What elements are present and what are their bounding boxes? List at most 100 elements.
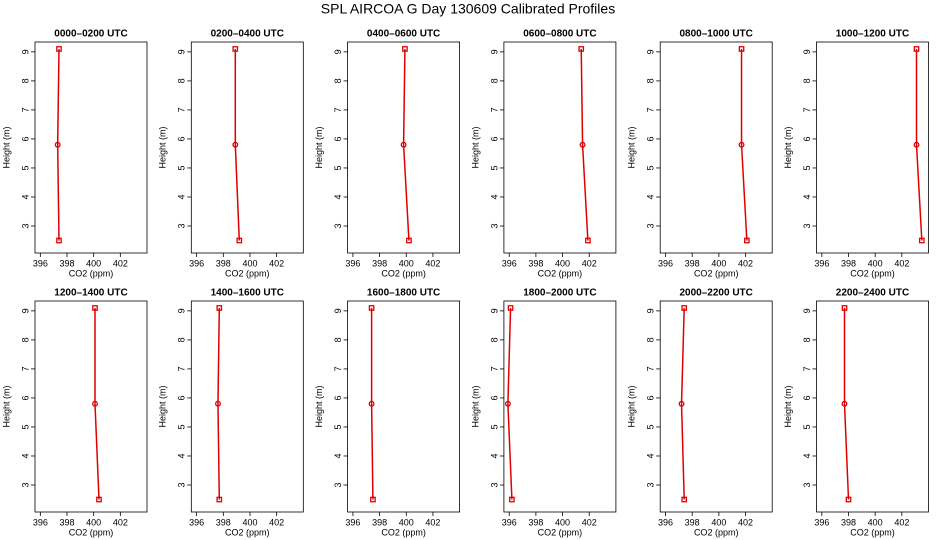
x-tick-label: 400 [868,258,883,268]
y-tick-label: 7 [646,366,656,371]
x-tick-label: 402 [738,517,753,527]
y-tick-label: 9 [646,49,656,54]
y-tick-label: 5 [20,424,30,429]
y-tick-label: 5 [489,424,499,429]
x-tick-label: 400 [868,517,883,527]
point-marker [913,46,920,52]
y-tick-label: 4 [177,194,187,199]
profile-line [507,307,513,500]
x-axis-label: CO2 (ppm) [381,268,426,278]
point-marker [232,141,239,148]
plot-frame [190,300,304,513]
x-tick-label: 398 [841,517,856,527]
point-marker [56,237,62,244]
panel-title: 1200–1400 UTC [54,288,127,299]
panel-title: 0800–1000 UTC [680,29,753,40]
y-tick-label: 7 [333,107,343,112]
y-tick-label: 6 [489,395,499,400]
x-axis-label: CO2 (ppm) [850,268,895,278]
y-tick-label: 4 [646,453,656,458]
plot-frame [816,300,929,513]
y-tick-label: 7 [489,366,499,371]
y-tick-label: 3 [489,224,499,229]
x-tick-label: 398 [528,258,543,268]
point-marker [504,400,511,407]
point-marker [509,496,515,503]
y-tick-label: 7 [646,107,656,112]
x-tick-label: 396 [189,258,204,268]
y-axis-label: Height (m) [1,126,11,168]
x-tick-label: 402 [113,517,128,527]
x-axis-label: CO2 (ppm) [69,527,114,537]
x-tick-label: 402 [582,517,597,527]
y-tick-label: 6 [646,395,656,400]
point-marker [232,46,239,52]
profile-line [915,48,923,241]
x-tick-label: 396 [33,517,48,527]
x-tick-label: 400 [242,258,257,268]
x-tick-label: 398 [685,517,700,527]
y-tick-label: 9 [646,308,656,313]
y-axis-label: Height (m) [627,126,637,168]
point-marker [402,46,408,52]
y-tick-label: 8 [646,78,656,83]
figure-title: SPL AIRCOA G Day 130609 Calibrated Profi… [321,1,615,17]
panel-title: 1000–1200 UTC [836,29,909,40]
point-marker [681,305,688,311]
y-axis-label: Height (m) [314,126,324,168]
point-marker [96,496,102,503]
point-marker [236,237,243,244]
y-tick-label: 3 [646,483,656,488]
y-axis-label: Height (m) [158,385,168,427]
x-tick-label: 402 [894,258,909,268]
y-tick-label: 4 [489,453,499,458]
point-marker [92,400,98,407]
y-tick-label: 8 [802,337,812,342]
x-tick-label: 400 [86,517,101,527]
y-tick-label: 6 [20,136,30,141]
y-axis-label: Height (m) [1,385,11,427]
y-tick-label: 9 [333,49,343,54]
panel-title: 1800–2000 UTC [523,288,596,299]
profile-line [56,48,60,241]
y-tick-label: 7 [177,107,187,112]
x-tick-label: 402 [738,258,753,268]
y-tick-label: 3 [177,483,187,488]
x-axis-label: CO2 (ppm) [694,268,739,278]
y-tick-label: 6 [177,395,187,400]
point-marker [841,305,848,311]
point-marker [215,400,221,407]
point-marker [681,496,688,503]
y-tick-label: 4 [177,453,187,458]
plot-frame [347,41,461,254]
x-tick-label: 398 [528,517,543,527]
x-tick-label: 398 [841,258,856,268]
panel-title: 2000–2200 UTC [680,288,753,299]
point-marker [216,305,223,311]
y-tick-label: 6 [489,136,499,141]
y-tick-label: 8 [20,78,30,83]
x-tick-label: 396 [345,517,360,527]
x-axis-label: CO2 (ppm) [225,527,270,537]
x-axis-label: CO2 (ppm) [694,527,739,537]
y-tick-label: 4 [802,194,812,199]
y-tick-label: 3 [333,483,343,488]
x-tick-label: 396 [658,258,673,268]
point-marker [368,305,375,311]
y-tick-label: 8 [489,78,499,83]
y-axis-label: Height (m) [783,126,793,168]
panel-title: 1600–1800 UTC [367,288,440,299]
x-tick-label: 398 [216,258,231,268]
x-tick-label: 400 [555,517,570,527]
x-tick-label: 396 [658,517,673,527]
y-tick-label: 4 [646,194,656,199]
x-tick-label: 398 [59,517,74,527]
plot-frame [659,300,773,513]
plot-frame [503,300,617,513]
y-tick-label: 9 [802,308,812,313]
panel-title: 0600–0800 UTC [523,29,596,40]
point-marker [370,496,376,503]
y-tick-label: 9 [177,308,187,313]
point-marker [845,496,852,503]
y-tick-label: 6 [333,395,343,400]
